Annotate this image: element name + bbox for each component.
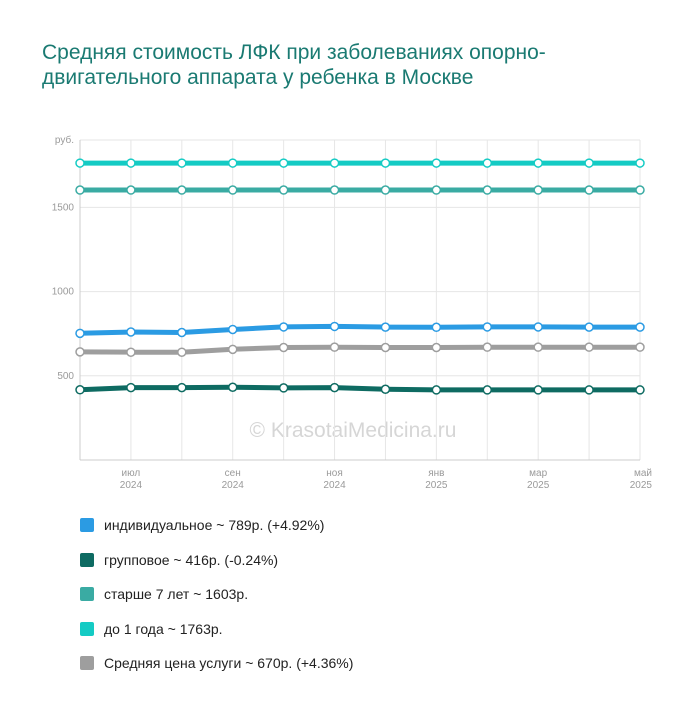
data-point [278, 322, 289, 332]
data-point [177, 185, 187, 195]
data-point [126, 382, 136, 393]
data-point [75, 385, 85, 395]
y-tick-label: 1000 [52, 287, 75, 298]
data-point [329, 342, 340, 352]
data-point [126, 327, 136, 337]
x-tick-month-label: сен [225, 468, 241, 479]
legend-item: до 1 года ~ 1763р. [80, 612, 353, 647]
data-point [227, 185, 238, 195]
data-point [431, 385, 442, 395]
data-point [278, 383, 289, 393]
data-point [482, 385, 493, 395]
series-line [77, 323, 643, 336]
x-tick-month-label: янв [428, 468, 444, 479]
x-tick-month-label: ноя [326, 468, 343, 479]
data-point [482, 322, 493, 332]
data-point [431, 158, 442, 168]
x-tick-year-label: 2025 [425, 480, 448, 491]
y-tick-label: 1500 [52, 202, 75, 213]
data-point [278, 185, 289, 195]
x-tick-year-label: 2024 [222, 480, 245, 491]
data-point [635, 385, 645, 395]
data-point [380, 158, 391, 168]
data-point [635, 322, 645, 332]
legend-label: старше 7 лет ~ 1603р. [104, 586, 249, 603]
y-axis-unit-label: руб. [55, 134, 74, 146]
data-point [329, 321, 340, 332]
legend-label: групповое ~ 416р. (-0.24%) [104, 551, 279, 568]
data-point [533, 185, 543, 195]
data-point [533, 322, 543, 332]
data-point [533, 342, 543, 352]
data-point [380, 322, 391, 332]
data-point [482, 185, 493, 195]
line-chart: © KrasotaiMedicina.ru руб. 500 1000 1500 июл… [52, 134, 653, 491]
legend-swatch [80, 552, 94, 567]
data-point [126, 347, 136, 357]
y-tick-label: 500 [57, 371, 74, 382]
data-point [227, 324, 238, 335]
legend-swatch [80, 587, 94, 602]
data-point [482, 158, 493, 168]
x-tick-month-label: мар [529, 468, 547, 479]
data-point [177, 158, 187, 168]
data-point [431, 342, 442, 353]
x-tick-year-label: 2025 [630, 480, 653, 491]
data-point [635, 342, 645, 352]
x-tick-year-label: 2024 [120, 480, 143, 491]
x-tick-year-label: 2024 [323, 480, 346, 491]
legend-label: Средняя цена услуги ~ 670р. (+4.36%) [104, 655, 354, 672]
series-line [77, 384, 643, 393]
x-tick-month-label: май [634, 468, 652, 479]
data-point [584, 322, 594, 332]
data-point [329, 158, 340, 168]
data-point [227, 382, 238, 392]
legend-item: индивидуальное ~ 789р. (+4.92%) [80, 508, 353, 543]
data-point [75, 185, 85, 195]
data-point [380, 342, 391, 353]
data-point [533, 385, 543, 395]
data-point [278, 342, 289, 353]
data-point [431, 322, 442, 333]
data-point [329, 185, 340, 195]
legend-item: старше 7 лет ~ 1603р. [80, 577, 353, 612]
legend-item: Средняя цена услуги ~ 670р. (+4.36%) [80, 646, 353, 681]
data-point [177, 382, 187, 393]
data-point [75, 158, 85, 168]
watermark: © KrasotaiMedicina.ru [250, 419, 457, 442]
data-point [482, 342, 493, 352]
data-point [75, 328, 85, 339]
data-point [75, 347, 85, 357]
data-point [431, 185, 442, 195]
data-point [329, 382, 340, 393]
legend-swatch [80, 518, 94, 533]
legend-swatch [80, 656, 94, 671]
data-point [126, 158, 136, 168]
data-point [177, 327, 187, 338]
x-tick-year-label: 2025 [527, 480, 550, 491]
data-point [380, 185, 391, 195]
data-point [584, 385, 594, 395]
data-point [584, 158, 594, 168]
data-point [635, 185, 645, 195]
legend-label: до 1 года ~ 1763р. [104, 620, 223, 637]
x-tick-month-label: июл [122, 468, 141, 479]
data-point [278, 158, 289, 168]
data-point [533, 158, 543, 168]
data-point [380, 384, 391, 395]
chart-legend: индивидуальное ~ 789р. (+4.92%) групповое… [80, 508, 353, 681]
legend-label: индивидуальное ~ 789р. (+4.92%) [104, 517, 325, 534]
data-point [227, 344, 238, 355]
series-line [77, 344, 643, 355]
legend-swatch [80, 621, 94, 636]
chart-title: Средняя стоимость ЛФК при заболеваниях о… [42, 41, 546, 89]
data-point [227, 158, 238, 168]
data-point [177, 347, 187, 357]
data-point [584, 185, 594, 195]
data-point [584, 342, 594, 352]
data-point [126, 185, 136, 195]
data-point [635, 158, 645, 168]
legend-item: групповое ~ 416р. (-0.24%) [80, 543, 353, 578]
